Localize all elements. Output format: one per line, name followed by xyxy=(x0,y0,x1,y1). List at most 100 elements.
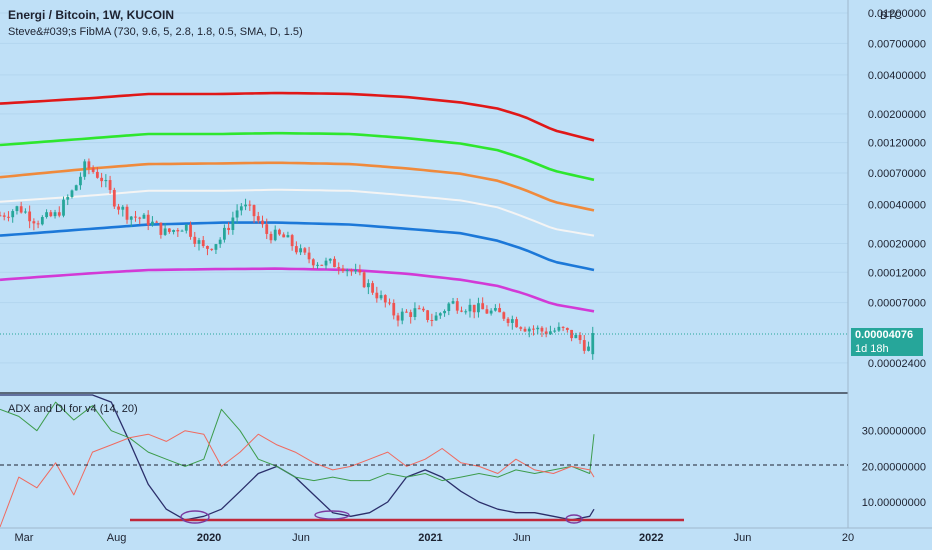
time-tick-label: Mar xyxy=(15,532,34,544)
candle-body xyxy=(447,303,451,311)
candle-body xyxy=(303,248,307,253)
symbol-title[interactable]: Energi / Bitcoin, 1W, KUCOIN xyxy=(8,8,175,22)
candle-body xyxy=(278,229,281,235)
candle-body xyxy=(189,224,192,237)
current-price-badge: 0.00004076 1d 18h xyxy=(851,328,923,356)
candle-body xyxy=(565,327,569,330)
price-tick-label: 0.00700000 xyxy=(868,38,926,50)
adx-axis-ticks: 30.00000000 20.00000000 10.00000000 xyxy=(862,426,926,509)
price-tick-label: 0.00120000 xyxy=(868,138,926,150)
candle-body xyxy=(570,329,573,339)
candle-body xyxy=(362,272,366,288)
candle-body xyxy=(515,319,518,328)
price-tick-label: 0.00020000 xyxy=(868,239,926,251)
candlesticks xyxy=(0,158,595,360)
candle-body xyxy=(32,221,36,224)
candle-body xyxy=(468,304,472,312)
candle-body xyxy=(290,235,294,247)
candle-body xyxy=(163,228,167,235)
candle-body xyxy=(388,302,391,304)
candle-body xyxy=(434,315,438,321)
candle-body xyxy=(227,227,231,231)
candle-body xyxy=(45,212,48,218)
candle-body xyxy=(574,334,578,339)
price-tick-label: 0.00012000 xyxy=(868,267,926,279)
candle-body xyxy=(239,206,243,211)
candle-body xyxy=(49,212,53,217)
candle-body xyxy=(201,240,205,247)
adx-low-ellipse-3 xyxy=(565,514,583,524)
band-white-line xyxy=(0,188,595,237)
candle-body xyxy=(159,222,163,235)
candle-body xyxy=(100,177,104,182)
candle-body xyxy=(345,270,349,272)
candle-body xyxy=(256,216,260,221)
candle-body xyxy=(62,199,65,216)
candle-body xyxy=(176,230,180,232)
candle-body xyxy=(472,304,476,313)
candle-body xyxy=(451,301,455,304)
candle-body xyxy=(40,217,44,225)
price-tick-label: 0.00070000 xyxy=(868,168,926,180)
candle-body xyxy=(320,264,324,266)
candle-body xyxy=(536,327,540,330)
candle-body xyxy=(506,318,510,323)
candle-body xyxy=(421,308,425,311)
candle-body xyxy=(138,217,142,219)
candle-body xyxy=(146,214,150,226)
candle-body xyxy=(333,258,336,268)
candle-body xyxy=(91,168,95,172)
bar-countdown: 1d 18h xyxy=(855,343,889,355)
candle-body xyxy=(244,204,247,207)
adx-line xyxy=(0,394,595,521)
candle-body xyxy=(591,333,595,355)
candle-body xyxy=(324,260,328,266)
adx-tick-label: 10.00000000 xyxy=(862,497,926,509)
candle-body xyxy=(19,206,23,213)
candle-body xyxy=(460,310,463,312)
adx-tick-label: 30.00000000 xyxy=(862,426,926,438)
candle-body xyxy=(502,312,506,319)
candle-body xyxy=(294,246,298,253)
candle-body xyxy=(519,327,523,329)
candle-body xyxy=(328,258,332,261)
price-gridlines xyxy=(0,12,848,364)
price-tick-label: 0.00002400 xyxy=(868,358,926,370)
candle-body xyxy=(510,319,514,323)
time-tick-label: Jun xyxy=(513,532,531,544)
time-axis-ticks: Mar Aug 2020 Jun 2021 Jun 2022 Jun 20 xyxy=(15,532,855,544)
candle-body xyxy=(544,331,548,335)
indicator-legend[interactable]: Steve&#039;s FibMA (730, 9.6, 5, 2.8, 1.… xyxy=(8,26,303,38)
candle-body xyxy=(489,310,493,314)
candle-body xyxy=(104,180,108,182)
candle-body xyxy=(134,216,137,218)
candle-body xyxy=(222,227,226,240)
candle-body xyxy=(383,295,387,303)
candle-body xyxy=(210,248,214,250)
time-tick-label: Aug xyxy=(107,532,127,544)
candle-body xyxy=(553,330,557,332)
candle-body xyxy=(561,326,565,328)
candle-body xyxy=(532,328,535,330)
candle-body xyxy=(430,319,434,321)
candle-body xyxy=(218,239,222,245)
candle-body xyxy=(341,268,345,272)
adx-low-ellipse-2 xyxy=(314,510,350,520)
adx-indicator-legend[interactable]: ADX and DI for v4 (14, 20) xyxy=(8,403,138,415)
band-magenta-line xyxy=(0,267,595,313)
candle-body xyxy=(409,312,413,318)
candle-body xyxy=(129,216,133,220)
candle-body xyxy=(485,309,489,314)
candle-body xyxy=(193,236,197,244)
candle-body xyxy=(206,246,209,249)
adx-low-ellipse-1 xyxy=(180,510,210,524)
candle-body xyxy=(375,292,379,299)
candle-body xyxy=(587,346,590,351)
price-axis-ticks: 0.01200000 0.00700000 0.00400000 0.00200000… xyxy=(868,8,926,370)
candle-body xyxy=(231,217,235,231)
candle-body xyxy=(265,224,269,234)
candle-body xyxy=(549,331,552,335)
time-tick-label: 2021 xyxy=(418,532,442,544)
candle-body xyxy=(151,221,154,226)
